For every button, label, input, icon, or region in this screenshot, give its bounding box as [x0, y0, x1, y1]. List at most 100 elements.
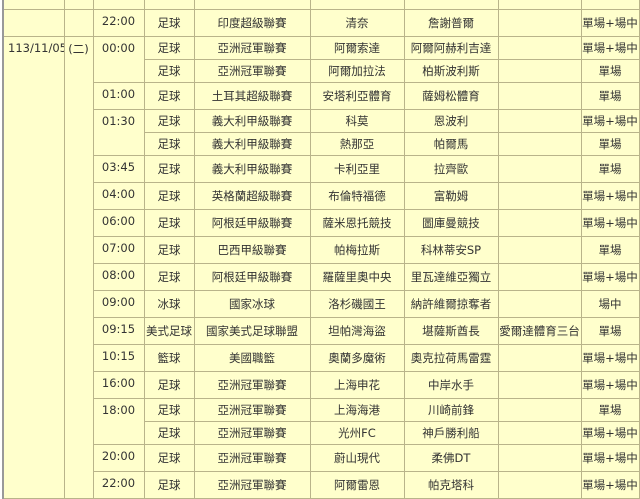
league-cell: 國家冰球	[193, 290, 311, 318]
channel-cell: 愛爾達體育三台	[497, 317, 582, 345]
sport-cell: 足球	[143, 59, 195, 83]
sport-cell: 籃球	[143, 344, 195, 372]
league-cell: 巴西甲級聯賽	[193, 236, 311, 264]
channel-cell	[497, 371, 582, 399]
sport-cell: 足球	[143, 109, 195, 133]
home-cell: 安塔利亞體育	[309, 82, 405, 110]
type-cell: 單場	[580, 82, 640, 110]
away-cell: 川崎前鋒	[403, 398, 499, 422]
channel-cell	[497, 0, 582, 10]
type-cell: 單場+場中	[580, 344, 640, 372]
type-cell: 單場+場中	[580, 444, 640, 472]
league-cell: 亞洲冠軍聯賽	[193, 59, 311, 83]
sport-cell: 足球	[143, 263, 195, 291]
league-cell: 土耳其超級聯賽	[193, 82, 311, 110]
type-cell: 單場+場中	[580, 471, 640, 499]
type-cell: 單場+場中	[580, 209, 640, 237]
channel-cell	[497, 209, 582, 237]
time-cell: 04:00	[92, 182, 145, 210]
home-cell: 布倫特福德	[309, 182, 405, 210]
channel-cell	[497, 290, 582, 318]
sport-cell: 足球	[143, 236, 195, 264]
away-cell: 薩姆松體育	[403, 82, 499, 110]
table-row: 03:45 足球 義大利甲級聯賽 卡利亞里 拉齊歐 單場	[3, 155, 640, 183]
time-cell: 00:00	[92, 36, 145, 83]
time-cell: 10:15	[92, 344, 145, 372]
sport-cell: 美式足球	[143, 317, 195, 345]
home-cell: 阿爾索達	[309, 36, 405, 60]
time-cell: 03:45	[92, 155, 145, 183]
table-row: 22:00 足球 印度超級聯賽 清奈 詹謝普爾 單場+場中	[2, 9, 640, 37]
home-cell: 奧蘭多魔術	[309, 344, 405, 372]
home-cell: 上海申花	[309, 371, 405, 399]
league-cell: 亞洲冠軍聯賽	[193, 398, 311, 422]
sport-cell: 冰球	[143, 290, 195, 318]
league-cell: 阿根廷甲級聯賽	[193, 209, 311, 237]
table-row: 113/11/05 (二) 00:00 足球 亞洲冠軍聯賽 阿爾索達 阿爾阿赫利吉達 單場+場…	[2, 36, 640, 499]
type-cell: 單場+場中	[580, 371, 640, 399]
league-cell: 義大利甲級聯賽	[193, 109, 311, 133]
home-cell: 蔚山現代	[309, 444, 405, 472]
away-cell: 拉齊歐	[403, 155, 499, 183]
date-cell	[2, 0, 65, 10]
table-row: 01:00 足球 土耳其超級聯賽 安塔利亞體育 薩姆松體育 單場	[3, 82, 640, 110]
type-cell: 單場+場中	[580, 109, 640, 133]
sport-cell: 足球	[143, 398, 195, 422]
league-cell: 亞洲冠軍聯賽	[193, 444, 311, 472]
sport-cell: 足球	[143, 155, 195, 183]
type-cell: 單場+場中	[580, 36, 640, 60]
weekday-cell	[63, 9, 94, 37]
league-cell: 亞洲冠軍聯賽	[193, 421, 311, 445]
home-cell: 羅薩里奧中央	[309, 263, 405, 291]
home-cell: 清奈	[309, 9, 405, 37]
league-cell: 義大利甲級聯賽	[193, 132, 311, 156]
home-cell: 薩米恩托競技	[309, 209, 405, 237]
table-row: 08:00 足球 阿根廷甲級聯賽 羅薩里奧中央 里瓦達維亞獨立 單場+場中	[3, 263, 640, 291]
away-cell: 中岸水手	[403, 371, 499, 399]
away-cell: 柔佛DT	[403, 444, 499, 472]
table-row: 16:00 足球 亞洲冠軍聯賽 上海申花 中岸水手 單場+場中	[3, 371, 640, 399]
table-row: 07:00 足球 巴西甲級聯賽 帕梅拉斯 科林蒂安SP 單場	[3, 236, 640, 264]
home-cell: 科莫	[309, 109, 405, 133]
league-cell: 義大利甲級聯賽	[193, 155, 311, 183]
table-row: 04:00 足球 英格蘭超級聯賽 布倫特福德 富勒姆 單場+場中	[3, 182, 640, 210]
date-cell: 113/11/05	[2, 36, 65, 499]
sport-cell: 足球	[143, 444, 195, 472]
channel-cell	[497, 444, 582, 472]
time-cell: 22:00	[92, 471, 145, 499]
sport-cell: 足球	[143, 132, 195, 156]
away-cell: 帕克塔科	[403, 471, 499, 499]
table-row: 09:15 美式足球 國家美式足球聯盟 坦帕灣海盜 堪薩斯酋長 愛爾達體育三台 單場	[3, 317, 640, 345]
channel-cell	[497, 59, 582, 83]
time-cell: 09:15	[92, 317, 145, 345]
table-row: 01:30 足球 義大利甲級聯賽 科莫 恩波利 單場+場中	[3, 109, 640, 156]
home-cell: 卡利亞里	[309, 155, 405, 183]
channel-cell	[497, 36, 582, 60]
sport-cell: 足球	[143, 421, 195, 445]
type-cell: 單場	[580, 398, 640, 422]
type-cell: 單場+場中	[580, 421, 640, 445]
home-cell: 熱那亞	[309, 132, 405, 156]
sport-cell: 足球	[143, 471, 195, 499]
sport-cell: 足球	[143, 371, 195, 399]
home-cell: 帕梅拉斯	[309, 236, 405, 264]
time-cell: 01:00	[92, 82, 145, 110]
table-row: 10:15 籃球 美國職籃 奧蘭多魔術 奧克拉荷馬雷霆 單場+場中	[3, 344, 640, 372]
table-row: 09:00 冰球 國家冰球 洛杉磯國王 納許維爾掠奪者 場中	[3, 290, 640, 318]
type-cell: 單場	[580, 132, 640, 156]
type-cell: 單場	[580, 236, 640, 264]
type-cell: 場中	[580, 290, 640, 318]
away-cell: 富勒姆	[403, 182, 499, 210]
away-cell: 堪薩斯酋長	[403, 317, 499, 345]
home-cell: 阿爾雷恩	[309, 471, 405, 499]
sport-cell: 足球	[143, 209, 195, 237]
channel-cell	[497, 471, 582, 499]
time-cell: 16:00	[92, 371, 145, 399]
time-cell: 20:00	[92, 444, 145, 472]
time-cell: 22:00	[92, 9, 145, 37]
away-cell: 柏斯波利斯	[403, 59, 499, 83]
league-cell: 印度超級聯賽	[193, 9, 311, 37]
type-cell: 單場	[580, 155, 640, 183]
type-cell: 單場+場中	[580, 9, 640, 37]
